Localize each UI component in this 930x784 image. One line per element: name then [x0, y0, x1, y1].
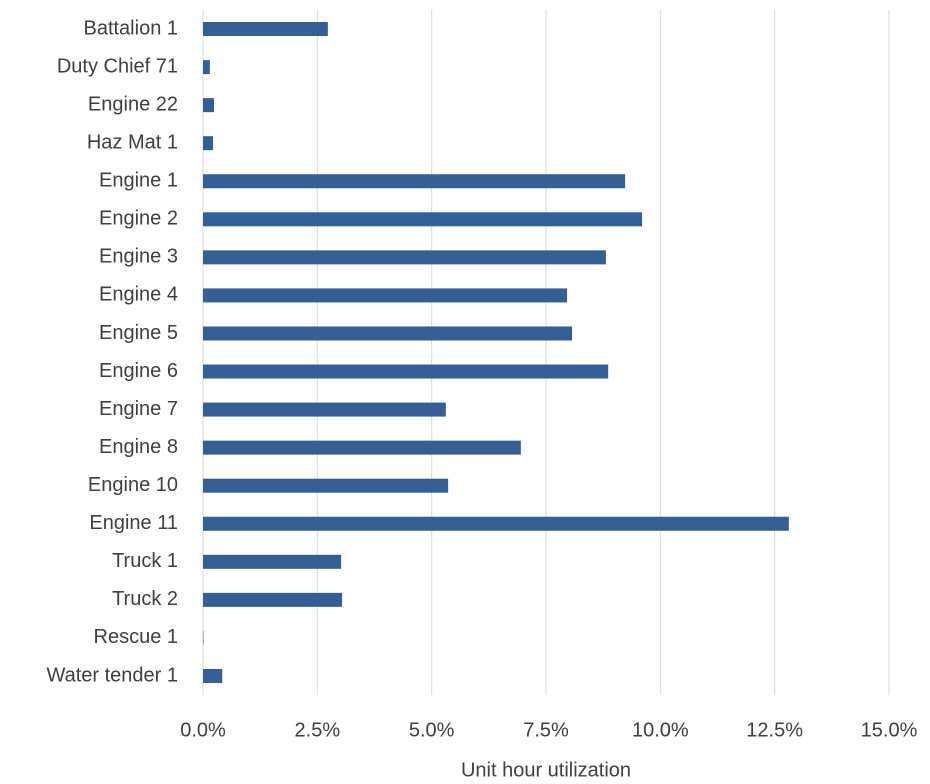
- y-tick-label: Engine 1: [99, 170, 178, 192]
- bar: [203, 174, 626, 189]
- bar: [203, 364, 609, 379]
- x-tick-label: 10.0%: [632, 719, 689, 741]
- bar: [203, 668, 223, 683]
- bar: [203, 440, 521, 455]
- bar: [203, 136, 214, 151]
- y-tick-label: Engine 5: [99, 322, 178, 344]
- y-tick-label: Engine 10: [88, 474, 178, 496]
- bar: [203, 402, 446, 417]
- x-tick-label: 12.5%: [746, 719, 803, 741]
- y-tick-label: Haz Mat 1: [87, 131, 178, 153]
- y-tick-label: Battalion 1: [83, 17, 178, 39]
- y-tick-label: Engine 11: [89, 512, 178, 534]
- y-tick-label: Truck 1: [112, 550, 178, 572]
- bar: [203, 516, 789, 531]
- y-tick-label: Duty Chief 71: [57, 55, 178, 77]
- bar: [203, 212, 643, 227]
- bar: [203, 60, 210, 75]
- y-tick-label: Engine 6: [99, 360, 178, 382]
- bar: [203, 22, 328, 37]
- y-tick-label: Engine 22: [88, 93, 178, 115]
- y-tick-label: Engine 3: [99, 246, 178, 268]
- bar: [203, 326, 573, 341]
- bar: [203, 592, 343, 607]
- y-tick-label: Rescue 1: [94, 626, 179, 648]
- bar: [203, 288, 568, 303]
- x-tick-label: 0.0%: [180, 719, 226, 741]
- bar: [203, 478, 449, 493]
- bar: [203, 250, 606, 265]
- bar: [203, 554, 342, 569]
- y-tick-label: Truck 2: [112, 588, 178, 610]
- y-tick-label: Engine 8: [99, 436, 178, 458]
- bar: [203, 98, 214, 113]
- y-tick-label: Engine 2: [99, 208, 178, 230]
- x-tick-label: 15.0%: [861, 719, 918, 741]
- x-tick-label: 2.5%: [295, 719, 341, 741]
- y-tick-label: Engine 4: [99, 284, 178, 306]
- x-tick-label: 7.5%: [523, 719, 569, 741]
- y-tick-label: Water tender 1: [46, 664, 178, 686]
- x-tick-label: 5.0%: [409, 719, 455, 741]
- y-tick-label: Engine 7: [99, 398, 178, 420]
- x-axis-label: Unit hour utilization: [461, 759, 631, 781]
